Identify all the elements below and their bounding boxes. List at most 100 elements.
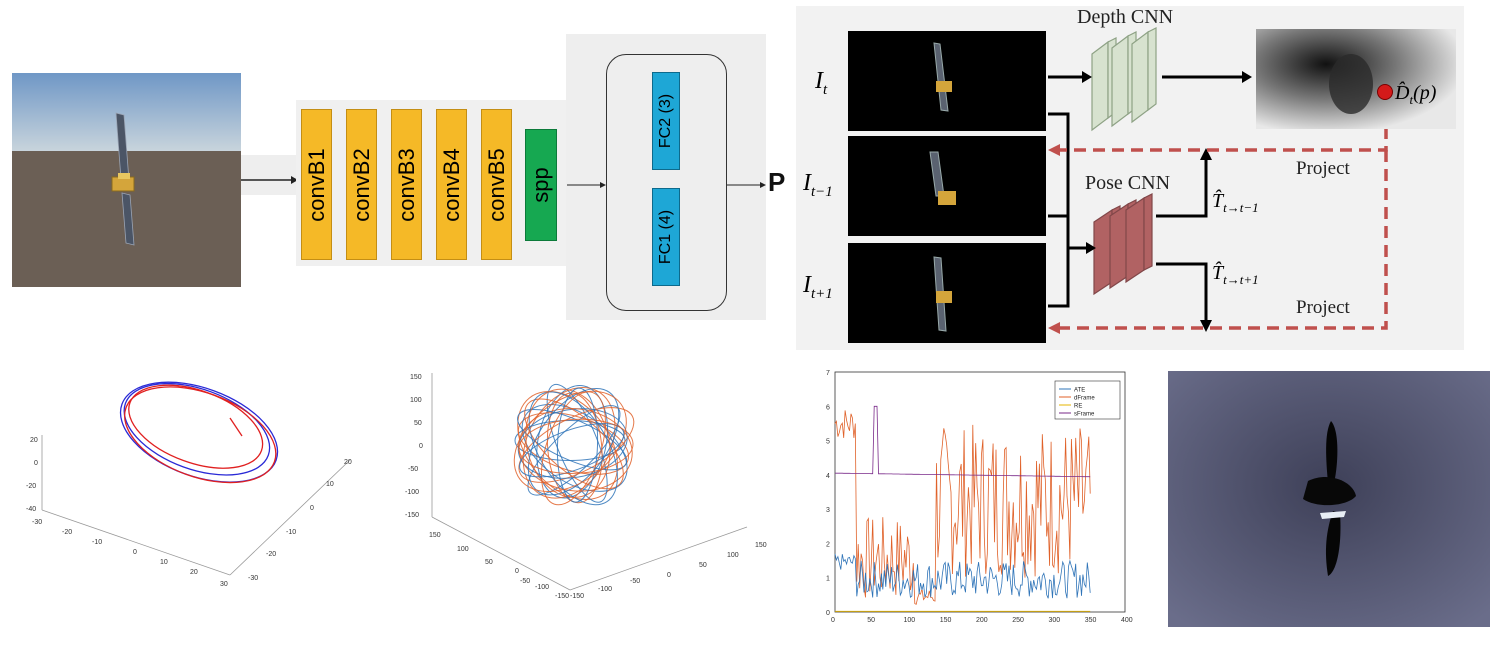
p2-x-tick-1: 100 — [457, 546, 469, 553]
p2-x-tick-6: -150 — [555, 593, 569, 600]
x-tick-label: 400 — [1121, 617, 1133, 624]
p1-y-tick-1: 10 — [326, 481, 334, 488]
fc1-label: FC1 (4) — [657, 209, 674, 265]
frame-t-plus-1-image — [848, 243, 1046, 343]
y-tick-label: 3 — [826, 507, 830, 514]
convb5-block: convB5 — [481, 109, 512, 260]
trajectory-plot-2: 150 100 50 0 -50 -100 -150 150 100 50 0 … — [405, 373, 767, 600]
p1-x-tick-2: -10 — [92, 539, 102, 546]
convb3-label: convB3 — [393, 147, 419, 222]
orbit-ring — [556, 387, 599, 503]
p2-z-tick-6: -150 — [405, 512, 419, 519]
y-tick-label: 4 — [826, 473, 830, 480]
frame-label-t: It — [815, 68, 828, 98]
x-tick-label: 250 — [1012, 617, 1024, 624]
p2-y-tick-1: 100 — [727, 552, 739, 559]
x-tick-label: 200 — [976, 617, 988, 624]
depth-label: D̂t(p) — [1395, 82, 1437, 107]
p2-y-tick-0: 150 — [755, 542, 767, 549]
pose-cnn-label: Pose CNN — [1085, 172, 1171, 194]
legend-label: sFrame — [1074, 412, 1095, 418]
project-label-bottom: Project — [1296, 297, 1350, 318]
p1-z-tick-3: -40 — [26, 506, 36, 513]
p1-y-tick-4: -20 — [266, 551, 276, 558]
spp-to-fc-arrow — [567, 182, 606, 188]
convb5-label: convB5 — [483, 147, 509, 222]
depth-cnn-label: Depth CNN — [1077, 6, 1174, 28]
fc-rounded-container — [606, 54, 727, 311]
trajectory-plot-1: 20 0 -20 -40 -30 -20 -10 0 10 20 30 20 1… — [26, 381, 352, 588]
orbit-ring — [513, 390, 627, 493]
x-tick-label: 0 — [831, 617, 835, 624]
pose-label-t-minus-1: T̂t→t−1 — [1212, 190, 1259, 215]
p1-y-tick-2: 0 — [310, 505, 314, 512]
chart-legend: ATE dFrame RE sFrame — [1054, 380, 1121, 420]
input-connector — [241, 155, 299, 195]
x-tick-label: 300 — [1049, 617, 1061, 624]
y-tick-label: 0 — [826, 610, 830, 617]
convb2-label: convB2 — [348, 147, 374, 222]
error-line-chart: 0 1 2 3 4 5 6 7 0 50 100 150 200 250 300 350 400 ATE dFr… — [826, 370, 1133, 624]
frame-label-t-plus-1: It+1 — [803, 272, 833, 302]
spp-block: spp — [525, 129, 557, 241]
convb3-block: convB3 — [391, 109, 422, 260]
fc-to-output-arrow — [727, 182, 766, 188]
p2-z-tick-3: 0 — [419, 443, 423, 450]
convb1-label: convB1 — [303, 147, 329, 222]
p2-y-tick-5: -100 — [598, 586, 612, 593]
frame-t-image — [848, 31, 1046, 131]
convb4-block: convB4 — [436, 109, 467, 260]
orbit-ring — [519, 423, 625, 478]
p2-z-tick-5: -100 — [405, 489, 419, 496]
convb2-block: convB2 — [346, 109, 377, 260]
p2-x-tick-5: -100 — [535, 584, 549, 591]
pipeline-graphics — [1048, 27, 1388, 334]
p2-x-tick-4: -50 — [520, 578, 530, 585]
p2-z-tick-0: 150 — [410, 374, 422, 381]
x-tick-label: 50 — [867, 617, 875, 624]
p1-z-tick-0: 20 — [30, 437, 38, 444]
y-tick-label: 1 — [826, 576, 830, 583]
p1-z-tick-1: 0 — [34, 460, 38, 467]
frame-label-t-minus-1: It−1 — [803, 170, 833, 200]
series-line-ate — [834, 553, 1091, 599]
p1-x-tick-0: -30 — [32, 519, 42, 526]
orbit-ring — [518, 407, 635, 483]
y-tick-label: 6 — [826, 404, 830, 411]
x-tick-label: 350 — [1085, 617, 1097, 624]
orbit-ring — [527, 387, 620, 496]
orbit-ring — [546, 383, 608, 503]
fc1-block: FC1 (4) — [652, 188, 680, 286]
spp-label: spp — [528, 167, 553, 203]
pose-output-label: P — [768, 167, 786, 197]
x-tick-label: 100 — [904, 617, 916, 624]
series-line-dframe — [834, 410, 1091, 605]
frame-t-minus-1-image — [848, 136, 1046, 236]
pose-label-t-plus-1: T̂t→t+1 — [1212, 262, 1259, 287]
fc2-label: FC2 (3) — [657, 93, 674, 149]
p1-z-tick-2: -20 — [26, 483, 36, 490]
p1-x-tick-4: 10 — [160, 559, 168, 566]
p2-y-tick-4: -50 — [630, 578, 640, 585]
orbit-ring — [540, 391, 606, 506]
convb1-block: convB1 — [301, 109, 332, 260]
p2-y-tick-3: 0 — [667, 572, 671, 579]
p2-x-tick-2: 50 — [485, 559, 493, 566]
x-tick-label: 150 — [940, 617, 952, 624]
orbit-ring — [518, 408, 633, 492]
orbit-ball — [513, 383, 635, 506]
p1-x-tick-3: 0 — [133, 549, 137, 556]
p1-y-tick-0: 20 — [344, 459, 352, 466]
p2-x-tick-3: 0 — [515, 568, 519, 575]
p2-y-tick-2: 50 — [699, 562, 707, 569]
fc2-block: FC2 (3) — [652, 72, 680, 170]
projected-point-marker — [1377, 84, 1393, 100]
p2-z-tick-2: 50 — [414, 420, 422, 427]
rendered-depth-image — [1168, 371, 1490, 627]
orbit-ring — [524, 398, 624, 490]
project-label-top: Project — [1296, 158, 1350, 179]
legend-label: RE — [1074, 404, 1082, 410]
depth-map-image — [1256, 29, 1456, 129]
satellite-scene-image — [12, 73, 241, 287]
p2-z-tick-1: 100 — [410, 397, 422, 404]
